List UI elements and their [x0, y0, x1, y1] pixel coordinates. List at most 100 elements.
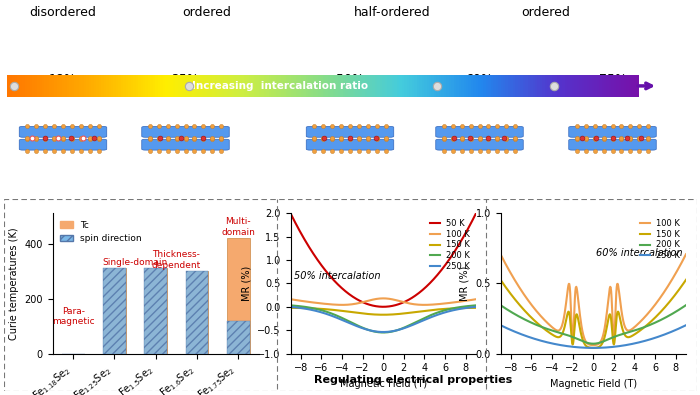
100 K	[421, 303, 430, 307]
Bar	[227, 238, 250, 354]
100 K	[347, 302, 356, 307]
Bar	[186, 271, 209, 354]
150 K	[556, 333, 565, 338]
250 K	[309, 308, 317, 312]
Text: 60%: 60%	[466, 73, 493, 86]
Bar	[186, 271, 209, 354]
Line: 100 K: 100 K	[290, 298, 476, 305]
FancyBboxPatch shape	[435, 126, 524, 137]
FancyBboxPatch shape	[307, 139, 393, 150]
250 K	[286, 305, 295, 309]
50 K	[421, 285, 430, 290]
50 K	[360, 300, 368, 305]
200 K	[631, 328, 639, 333]
Text: 60% intercalation: 60% intercalation	[596, 248, 683, 258]
100 K	[556, 326, 565, 331]
Bar	[227, 186, 250, 205]
Text: 50%: 50%	[336, 73, 364, 86]
250 K	[682, 323, 690, 327]
150 K	[421, 308, 430, 313]
200 K	[613, 333, 622, 338]
100 K	[613, 282, 622, 286]
Text: Single-domain: Single-domain	[102, 258, 168, 267]
100 K	[472, 297, 480, 301]
50 K	[286, 211, 295, 216]
Text: Increasing  intercalation ratio: Increasing intercalation ratio	[193, 81, 368, 91]
250 K	[346, 322, 355, 326]
200 K	[421, 316, 429, 320]
Bar	[103, 268, 126, 354]
Legend: 50 K, 100 K, 150 K, 200 K, 250 K: 50 K, 100 K, 150 K, 200 K, 250 K	[428, 218, 472, 273]
50 K	[346, 293, 355, 298]
250 K	[519, 333, 527, 337]
100 K	[570, 318, 578, 323]
FancyBboxPatch shape	[435, 139, 524, 150]
Line: 250 K: 250 K	[290, 307, 476, 332]
150 K	[682, 277, 690, 282]
FancyBboxPatch shape	[568, 139, 657, 150]
150 K	[570, 333, 578, 338]
Text: Para-
magnetic: Para- magnetic	[52, 307, 94, 326]
200 K	[682, 303, 690, 308]
250 K	[613, 344, 622, 349]
200 K	[286, 303, 295, 308]
100 K	[631, 324, 639, 329]
200 K	[346, 320, 355, 325]
200 K	[309, 306, 317, 310]
200 K	[556, 331, 565, 335]
200 K	[472, 303, 480, 308]
Text: 18%: 18%	[49, 73, 77, 86]
200 K	[403, 324, 412, 329]
250 K	[556, 343, 565, 348]
Bar	[227, 320, 250, 354]
200 K	[379, 330, 387, 335]
Line: 200 K: 200 K	[500, 305, 686, 344]
100 K	[309, 300, 317, 305]
Text: half-ordered: half-ordered	[354, 6, 430, 19]
250 K	[631, 341, 639, 346]
Legend: 100 K, 150 K, 200 K, 250 K: 100 K, 150 K, 200 K, 250 K	[638, 218, 682, 262]
150 K	[519, 306, 527, 311]
150 K	[286, 305, 295, 310]
100 K	[360, 299, 369, 304]
150 K	[360, 311, 368, 316]
200 K	[496, 303, 505, 308]
150 K	[379, 312, 387, 317]
Y-axis label: MR (%): MR (%)	[460, 266, 470, 301]
250 K	[379, 330, 387, 335]
100 K	[589, 343, 597, 348]
50 K	[472, 211, 480, 216]
X-axis label: Magnetic Field (T): Magnetic Field (T)	[340, 379, 427, 389]
100 K	[404, 301, 412, 306]
50 K	[421, 286, 429, 290]
X-axis label: Magnetic Field (T): Magnetic Field (T)	[550, 379, 637, 389]
150 K	[631, 331, 640, 336]
Text: Thickness-
dependent: Thickness- dependent	[152, 250, 201, 270]
FancyBboxPatch shape	[307, 126, 393, 137]
100 K	[286, 297, 295, 301]
Text: 25%: 25%	[172, 73, 200, 86]
250 K	[403, 325, 412, 329]
100 K	[496, 252, 505, 257]
200 K	[360, 326, 368, 331]
Text: ordered: ordered	[182, 6, 231, 19]
Legend: Tc, spin direction: Tc, spin direction	[57, 218, 145, 246]
250 K	[421, 317, 429, 322]
250 K	[496, 323, 505, 327]
FancyBboxPatch shape	[19, 126, 106, 137]
150 K	[403, 310, 412, 315]
FancyBboxPatch shape	[141, 139, 230, 150]
Text: 75%: 75%	[598, 73, 626, 86]
Line: 50 K: 50 K	[290, 213, 476, 307]
100 K	[338, 303, 346, 307]
FancyBboxPatch shape	[568, 126, 657, 137]
Text: Regulating electrical properties: Regulating electrical properties	[314, 375, 512, 385]
Y-axis label: Curie temperatures (K): Curie temperatures (K)	[8, 227, 19, 340]
250 K	[589, 346, 597, 350]
Line: 200 K: 200 K	[290, 305, 476, 333]
Y-axis label: MR (%): MR (%)	[241, 266, 252, 301]
200 K	[589, 341, 597, 346]
150 K	[421, 308, 429, 313]
100 K	[682, 252, 690, 257]
200 K	[631, 328, 640, 333]
